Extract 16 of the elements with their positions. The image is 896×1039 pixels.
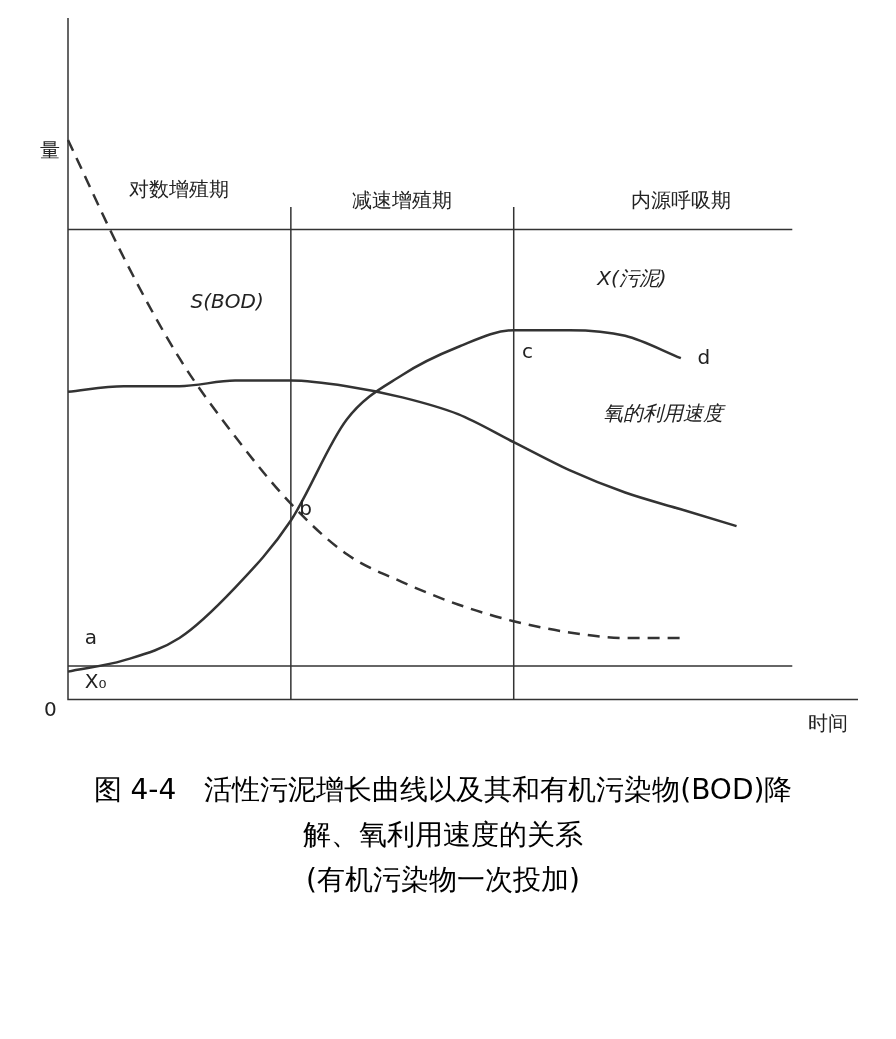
annotation: 对数增殖期: [129, 176, 230, 201]
annotation: 内源呼吸期: [630, 188, 731, 213]
text: 0: [44, 697, 57, 722]
annotation: a: [84, 624, 97, 649]
annotation: c: [522, 339, 534, 364]
annotation: b: [299, 495, 312, 520]
text: (有机污染物一次投加): [305, 861, 581, 898]
annotation: 减速增殖期: [352, 188, 453, 213]
text: 图 4-4 活性污泥增长曲线以及其和有机污染物(BOD)降解、氧利用速度的关系: [92, 772, 794, 853]
text: 量: [39, 137, 60, 162]
annotation: X₀: [84, 669, 107, 694]
text: X(污泥): [596, 266, 667, 291]
annotation: d: [697, 344, 711, 369]
series-label: S(BOD): [190, 288, 264, 313]
x-axis-title: 时间: [808, 710, 848, 735]
text: 氧的利用速度: [602, 400, 726, 425]
